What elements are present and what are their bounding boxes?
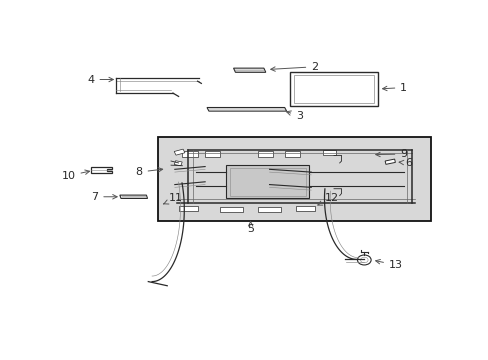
Text: 12: 12 [317,193,338,205]
Polygon shape [290,72,377,105]
Text: 13: 13 [375,260,402,270]
Circle shape [357,255,370,265]
Polygon shape [182,151,197,157]
Polygon shape [205,151,220,157]
Text: 5: 5 [246,221,254,234]
Bar [225,165,309,198]
Text: 7: 7 [91,192,117,202]
Polygon shape [258,207,280,212]
Text: 8: 8 [135,167,163,177]
Bar [158,138,430,221]
Polygon shape [296,206,314,211]
Polygon shape [322,150,335,156]
Text: 1: 1 [382,82,407,93]
Text: 6: 6 [398,158,411,168]
Polygon shape [91,167,112,174]
Polygon shape [178,206,197,211]
Polygon shape [385,159,395,164]
Polygon shape [233,68,265,72]
Text: 2: 2 [270,62,318,72]
Polygon shape [174,149,184,155]
Polygon shape [120,195,147,198]
Polygon shape [284,151,299,157]
Text: 3: 3 [286,111,303,121]
Polygon shape [174,161,182,166]
Text: 4: 4 [87,75,113,85]
Polygon shape [258,151,273,157]
Text: 9: 9 [375,149,407,159]
Polygon shape [220,207,243,212]
Bar [229,168,305,195]
Text: 10: 10 [61,170,89,181]
Polygon shape [206,108,286,111]
Text: 11: 11 [163,193,183,204]
